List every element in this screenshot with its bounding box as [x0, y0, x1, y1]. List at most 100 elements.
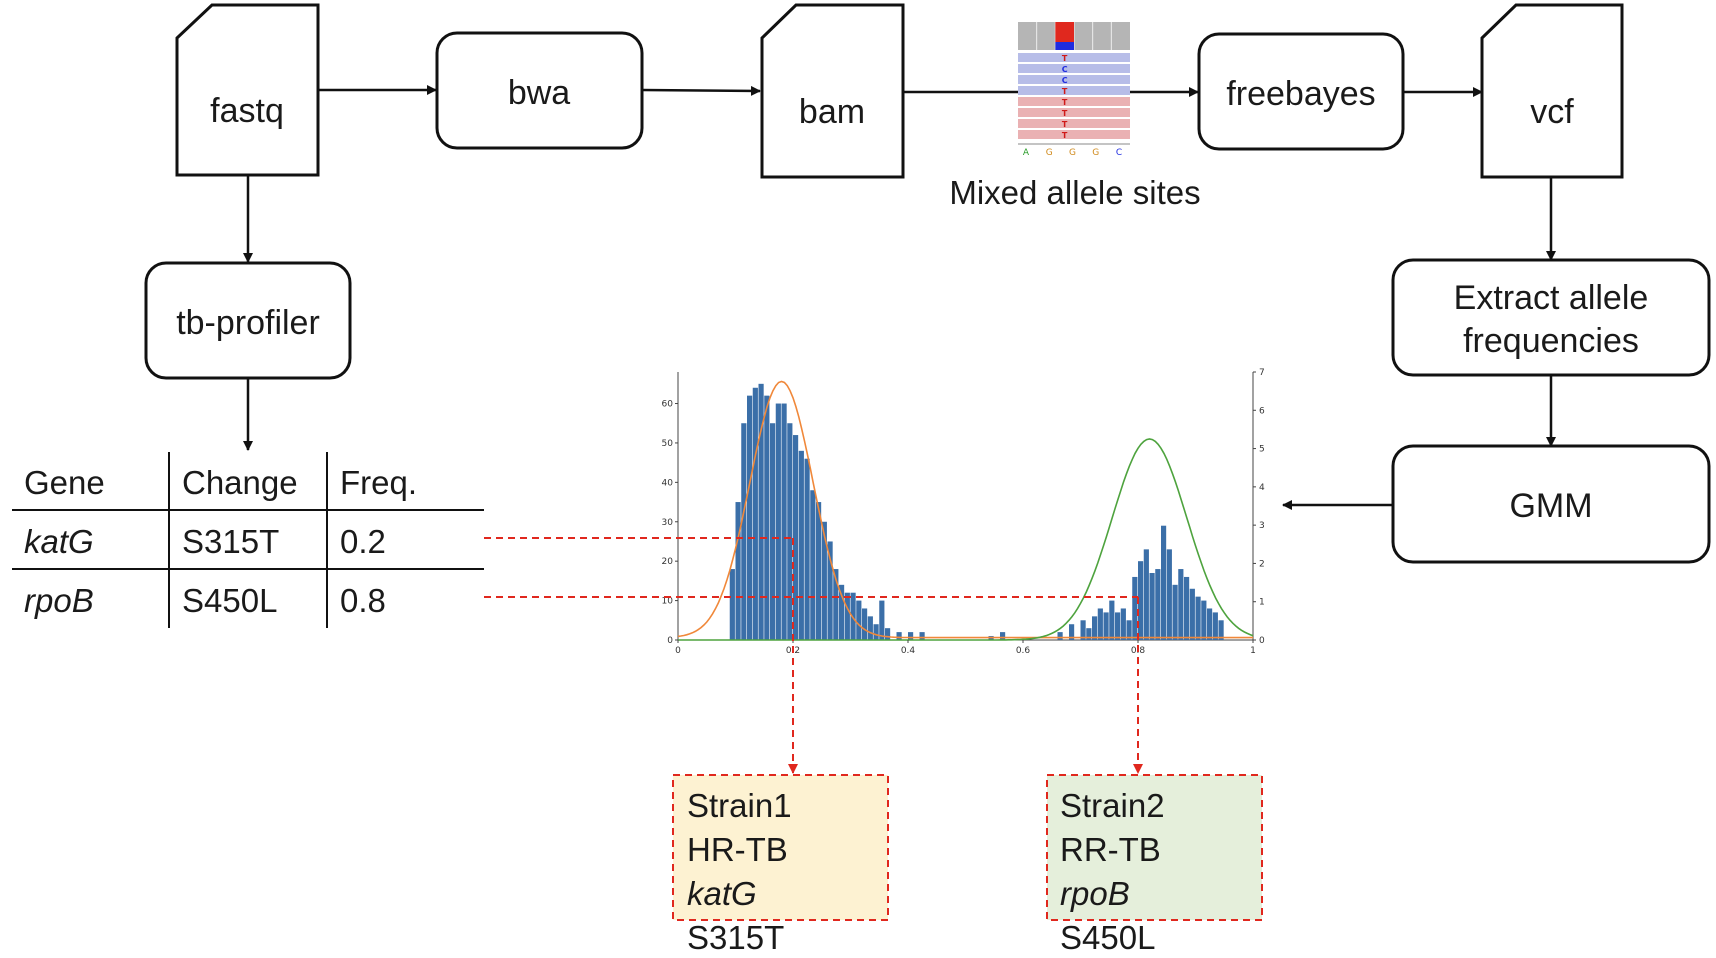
- pileup-read: [1018, 53, 1130, 62]
- file-node-bam: bam: [760, 3, 905, 179]
- file-node-fastq-label: fastq: [210, 92, 284, 130]
- histogram-bar: [1103, 612, 1109, 640]
- process-node-tbprofiler: tb-profiler: [144, 261, 352, 380]
- process-node-tbprofiler-label: tb-profiler: [176, 304, 320, 342]
- histogram-bar: [1212, 612, 1218, 640]
- pileup-allele-red: [1055, 22, 1074, 42]
- pileup-reference-base: G: [1046, 148, 1053, 158]
- histogram-bar: [856, 600, 862, 640]
- histogram-bar: [1184, 576, 1190, 640]
- strain-2-gene: rpoB: [1060, 875, 1130, 912]
- histogram-bar: [908, 632, 914, 640]
- histogram-bar: [770, 423, 776, 640]
- table-header-freq: Freq.: [340, 464, 417, 501]
- x-tick-label: 1: [1250, 646, 1256, 656]
- strain-1-gene: katG: [687, 875, 757, 912]
- histogram-bar: [775, 403, 781, 640]
- histogram-bar: [821, 521, 827, 640]
- histogram-bar: [1149, 573, 1155, 640]
- pileup-read-base: T: [1062, 109, 1068, 118]
- pileup-read: [1018, 108, 1130, 117]
- x-tick-label: 0.6: [1016, 646, 1031, 656]
- pileup-read: [1018, 119, 1130, 128]
- table-cell-freq: 0.2: [340, 523, 386, 560]
- y-tick-label-right: 7: [1259, 368, 1265, 378]
- pileup-allele-blue: [1055, 42, 1074, 50]
- y-tick-label-right: 4: [1259, 483, 1265, 493]
- histogram-bar: [1120, 608, 1126, 640]
- histogram-bar: [1080, 620, 1086, 640]
- histogram-bar: [1172, 584, 1178, 640]
- y-tick-label-right: 5: [1259, 445, 1265, 455]
- process-node-freebayes-label: freebayes: [1226, 75, 1375, 113]
- pileup-reference-base: C: [1116, 148, 1122, 158]
- histogram-bar: [798, 450, 804, 640]
- histogram-bar: [1178, 569, 1184, 640]
- histogram-bar: [1115, 612, 1121, 640]
- file-node-vcf-label: vcf: [1530, 93, 1574, 131]
- histogram-bar: [833, 569, 839, 640]
- gmm-component-curve: [677, 380, 1253, 639]
- y-tick-label-left: 40: [662, 478, 674, 488]
- y-tick-label-right: 1: [1259, 598, 1265, 608]
- y-tick-label-left: 30: [662, 518, 674, 528]
- histogram-bar: [827, 541, 833, 640]
- table-cell-change: S315T: [182, 523, 279, 560]
- pileup-read-base: T: [1062, 87, 1068, 96]
- histogram-bar: [764, 395, 770, 640]
- histogram-bar: [1132, 576, 1138, 640]
- process-node-bwa-label: bwa: [508, 74, 570, 112]
- pileup-read-base: C: [1062, 76, 1068, 85]
- strain-1-mutation: S315T: [687, 919, 784, 956]
- y-tick-label-left: 50: [662, 439, 674, 449]
- pileup-read: [1018, 64, 1130, 73]
- histogram-bar: [1057, 632, 1063, 640]
- histogram-bar: [1207, 608, 1213, 640]
- histogram-bar: [787, 423, 793, 640]
- mutation-table: Gene Change Freq. katG S315T 0.2 rpoB S4…: [12, 452, 484, 628]
- pileup-reference-base: G: [1092, 148, 1099, 158]
- histogram-bar: [810, 490, 816, 640]
- histogram-bar: [1155, 569, 1161, 640]
- strain-box-1: Strain1 HR-TB katG S315T: [672, 774, 889, 956]
- process-node-freebayes: freebayes: [1197, 32, 1405, 151]
- y-tick-label-left: 20: [662, 557, 674, 567]
- histogram-bar: [839, 584, 845, 640]
- strain-box-2: Strain2 RR-TB rpoB S450L: [1046, 774, 1263, 956]
- file-node-vcf: vcf: [1480, 3, 1624, 179]
- process-node-gmm-label: GMM: [1509, 487, 1592, 525]
- pileup-read: [1018, 75, 1130, 84]
- table-cell-gene: rpoB: [24, 582, 94, 619]
- histogram-bar: [804, 458, 810, 640]
- strain-1-type: HR-TB: [687, 831, 788, 868]
- mixed-allele-caption: Mixed allele sites: [949, 174, 1200, 211]
- histogram-bar: [1097, 608, 1103, 640]
- histogram-bar: [1195, 596, 1201, 640]
- histogram-bar: [919, 632, 925, 640]
- file-node-bam-label: bam: [799, 93, 865, 131]
- allele-frequency-histogram: 00.20.40.60.81010203040506001234567: [662, 368, 1265, 656]
- pileup-read-base: C: [1062, 65, 1068, 74]
- pileup-read-base: T: [1062, 120, 1068, 129]
- process-node-bwa: bwa: [435, 31, 644, 150]
- histogram-bar: [1092, 616, 1098, 640]
- arrow-bwa-bam: [641, 85, 761, 96]
- histogram-bar: [741, 423, 747, 640]
- pileup-read: [1018, 130, 1130, 139]
- histogram-bar: [747, 395, 753, 640]
- histogram-bar: [896, 632, 902, 640]
- histogram-bar: [873, 624, 879, 640]
- histogram-bar: [1069, 624, 1075, 640]
- process-node-extract-label-line2: frequencies: [1463, 322, 1639, 360]
- pileup-read: [1018, 86, 1130, 95]
- histogram-bar: [1166, 549, 1172, 640]
- histogram-bar: [862, 608, 868, 640]
- pileup-read-base: T: [1062, 131, 1068, 140]
- pileup-reference-base: G: [1069, 148, 1076, 158]
- strain-1-name: Strain1: [687, 787, 792, 824]
- histogram-bar: [1161, 525, 1167, 640]
- table-cell-freq: 0.8: [340, 582, 386, 619]
- y-tick-label-right: 6: [1259, 406, 1265, 416]
- strain-2-type: RR-TB: [1060, 831, 1161, 868]
